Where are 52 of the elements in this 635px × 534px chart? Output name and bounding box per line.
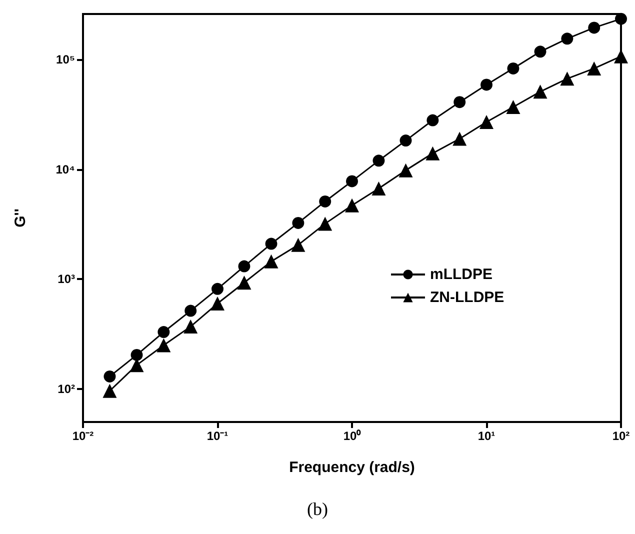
point	[507, 62, 520, 74]
point	[400, 134, 412, 147]
point	[158, 326, 170, 338]
point	[212, 282, 224, 295]
x-tick-label: 10⁰	[343, 429, 362, 443]
point	[237, 276, 252, 290]
point	[454, 96, 466, 108]
point	[265, 238, 278, 250]
point	[452, 132, 467, 146]
legend-label: ZN-LLDPE	[430, 289, 504, 306]
point	[264, 254, 278, 268]
x-axis-title: Frequency (rad/s)	[289, 459, 415, 476]
point	[238, 260, 250, 272]
y-tick-label: 10⁴	[56, 162, 76, 176]
point	[426, 114, 439, 126]
point	[319, 195, 332, 208]
point	[588, 22, 600, 34]
legend-label: mLLDPE	[430, 266, 493, 283]
x-tick-label: 10⁻²	[72, 429, 94, 443]
y-tick-label: 10⁵	[56, 52, 75, 67]
point	[480, 78, 492, 91]
point	[130, 348, 143, 361]
point	[292, 216, 304, 229]
point	[156, 338, 171, 352]
point	[345, 198, 359, 212]
point	[210, 296, 224, 311]
point	[398, 163, 413, 178]
point	[104, 370, 116, 382]
point	[506, 100, 520, 114]
point	[561, 32, 574, 45]
y-axis-title: G''	[12, 208, 29, 228]
point	[318, 216, 332, 231]
point	[291, 238, 306, 252]
point	[534, 46, 546, 58]
point	[346, 175, 358, 188]
x-tick-label: 10²	[612, 429, 630, 443]
point	[426, 146, 440, 160]
point	[372, 154, 385, 167]
y-tick-label: 10²	[58, 382, 76, 396]
point	[587, 61, 602, 76]
text: (b)	[307, 499, 328, 519]
point	[480, 114, 494, 129]
x-tick-label: 10⁻¹	[206, 429, 228, 443]
point	[184, 320, 198, 334]
point	[560, 72, 574, 86]
point	[102, 384, 117, 398]
point	[615, 12, 627, 25]
point	[184, 304, 197, 317]
point	[533, 84, 548, 99]
x-tick-label: 10¹	[478, 429, 496, 443]
y-tick-label: 10³	[58, 272, 76, 286]
point	[372, 181, 386, 196]
